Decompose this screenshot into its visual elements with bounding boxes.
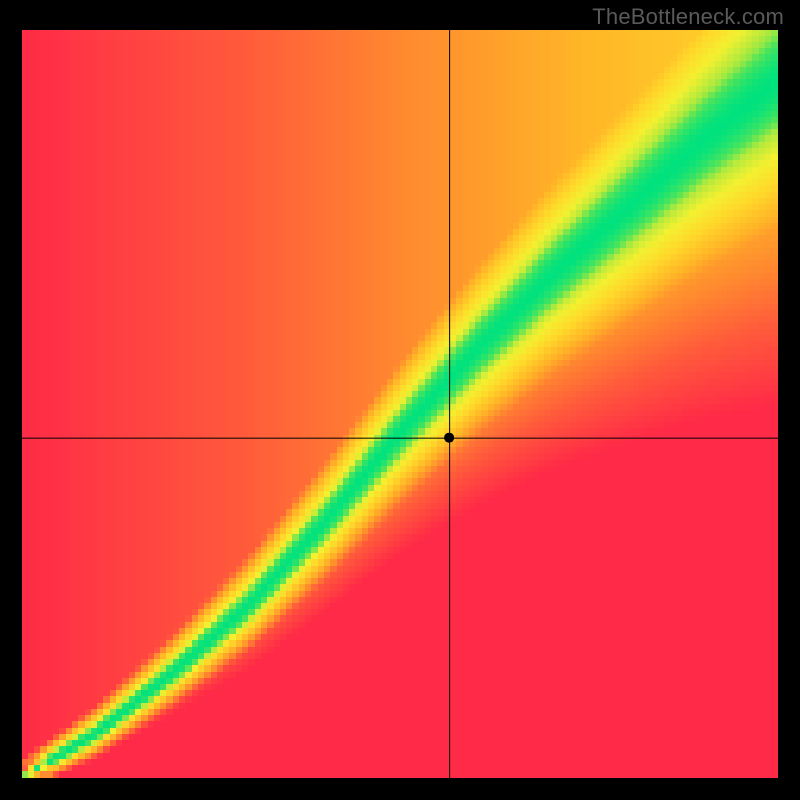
chart-container: TheBottleneck.com (0, 0, 800, 800)
heatmap-canvas (22, 30, 778, 778)
watermark-text: TheBottleneck.com (592, 4, 784, 30)
heatmap-plot (22, 30, 778, 778)
